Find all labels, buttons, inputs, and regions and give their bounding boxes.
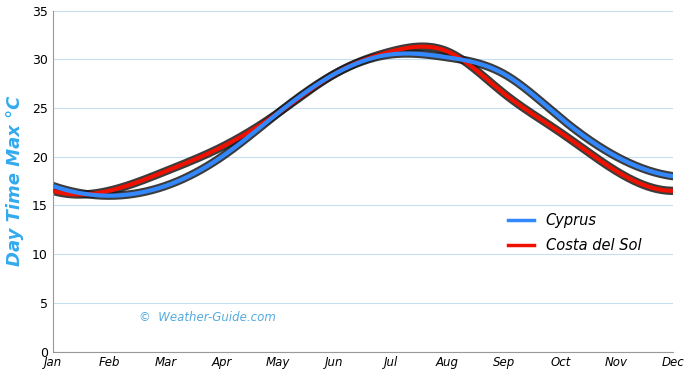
Text: ©  Weather-Guide.com: © Weather-Guide.com — [139, 311, 276, 324]
Y-axis label: Day Time Max °C: Day Time Max °C — [6, 96, 23, 266]
Legend: Cyprus, Costa del Sol: Cyprus, Costa del Sol — [502, 207, 647, 259]
